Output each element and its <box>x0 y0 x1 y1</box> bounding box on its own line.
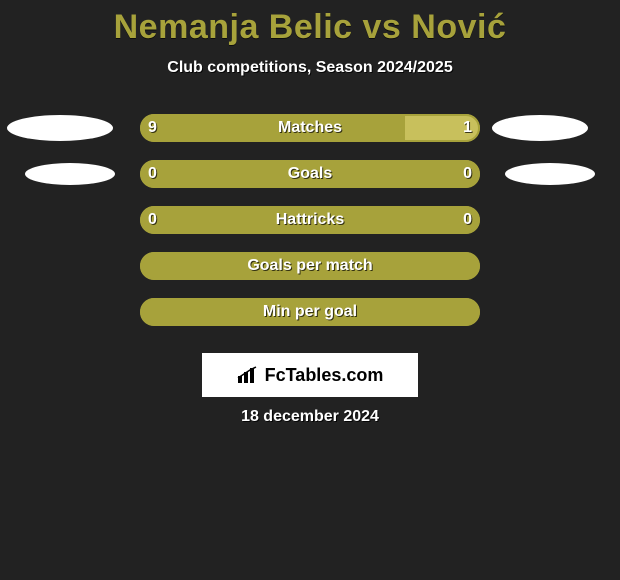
stat-row: Goals00 <box>0 159 620 189</box>
stat-bar-left-fill <box>140 298 480 326</box>
date-label: 18 december 2024 <box>0 408 620 426</box>
player-shape-right <box>505 163 595 185</box>
stat-row: Matches91 <box>0 113 620 143</box>
stat-bar <box>140 114 480 142</box>
player-shape-left <box>7 115 113 141</box>
stat-bar-left-fill <box>140 114 405 142</box>
comparison-infographic: Nemanja Belic vs Nović Club competitions… <box>0 0 620 580</box>
stat-row: Goals per match <box>0 251 620 281</box>
stat-row: Hattricks00 <box>0 205 620 235</box>
stat-bar-left-fill <box>140 160 480 188</box>
source-logo: FcTables.com <box>202 353 418 397</box>
player-shape-right <box>492 115 588 141</box>
source-logo-text: FcTables.com <box>265 365 384 386</box>
barchart-icon <box>237 366 259 384</box>
stat-bar <box>140 206 480 234</box>
player-shape-left <box>25 163 115 185</box>
stat-bar-right-fill <box>405 114 480 142</box>
stat-bar <box>140 160 480 188</box>
stat-bar <box>140 252 480 280</box>
page-title: Nemanja Belic vs Nović <box>0 0 620 47</box>
stat-row: Min per goal <box>0 297 620 327</box>
stat-bar-left-fill <box>140 206 480 234</box>
page-subtitle: Club competitions, Season 2024/2025 <box>0 59 620 77</box>
stat-rows: Matches91 Goals00 Hattricks00 Goals per mat… <box>0 113 620 327</box>
stat-bar-left-fill <box>140 252 480 280</box>
stat-bar <box>140 298 480 326</box>
